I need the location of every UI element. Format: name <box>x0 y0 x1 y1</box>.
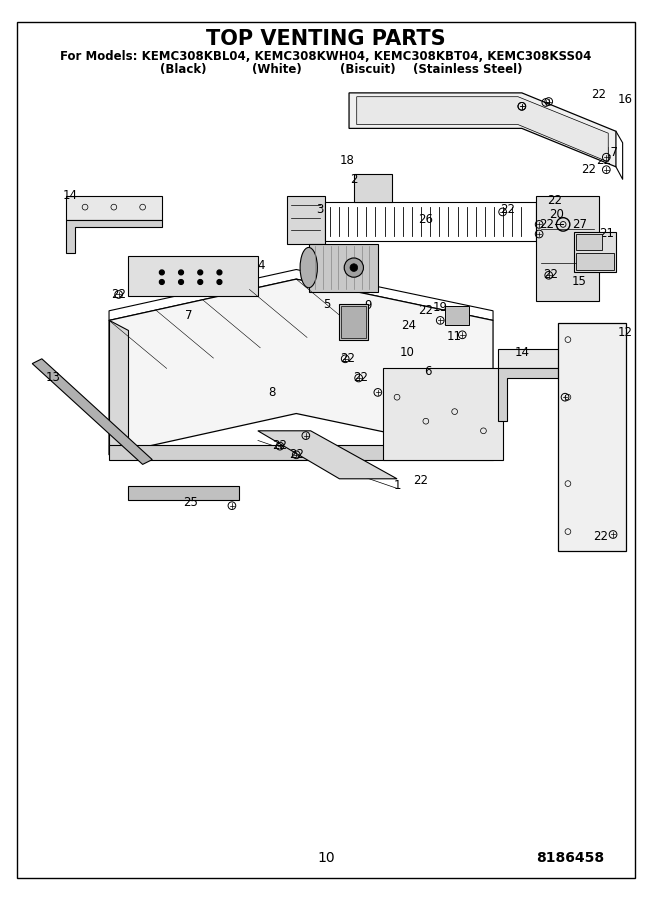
Text: 22: 22 <box>539 218 554 231</box>
Polygon shape <box>558 323 625 551</box>
Text: 22: 22 <box>593 530 608 543</box>
Text: 22: 22 <box>547 194 562 207</box>
Circle shape <box>198 280 203 284</box>
Text: 2: 2 <box>350 173 357 185</box>
Polygon shape <box>109 269 493 320</box>
Text: 11: 11 <box>447 330 462 343</box>
Polygon shape <box>357 96 608 162</box>
Polygon shape <box>109 279 493 454</box>
Text: 9: 9 <box>364 300 372 312</box>
Polygon shape <box>574 232 616 273</box>
Text: For Models: KEMC308KBL04, KEMC308KWH04, KEMC308KBT04, KEMC308KSS04: For Models: KEMC308KBL04, KEMC308KWH04, … <box>61 50 591 63</box>
Text: 8: 8 <box>269 386 276 399</box>
Text: 22: 22 <box>111 288 126 301</box>
Text: 16: 16 <box>618 93 633 106</box>
Text: 22: 22 <box>273 438 288 452</box>
Polygon shape <box>340 304 368 339</box>
Text: 14: 14 <box>63 189 78 202</box>
Text: 17: 17 <box>604 146 619 159</box>
Text: 25: 25 <box>183 496 198 509</box>
Text: 23: 23 <box>303 256 318 269</box>
Polygon shape <box>308 244 378 292</box>
Text: 6: 6 <box>424 364 432 378</box>
Text: (Stainless Steel): (Stainless Steel) <box>413 63 522 76</box>
Text: 3: 3 <box>317 203 324 217</box>
Polygon shape <box>325 202 536 240</box>
Polygon shape <box>498 368 560 421</box>
Circle shape <box>217 270 222 274</box>
Text: 22: 22 <box>582 163 597 176</box>
Text: 20: 20 <box>549 208 564 221</box>
Text: 7: 7 <box>185 309 192 322</box>
Polygon shape <box>383 368 503 460</box>
Circle shape <box>217 280 222 284</box>
Text: 22: 22 <box>289 448 304 462</box>
Text: 22: 22 <box>443 315 458 328</box>
Text: 8186458: 8186458 <box>536 851 604 865</box>
Text: 14: 14 <box>514 346 529 358</box>
Polygon shape <box>342 306 366 338</box>
Text: 12: 12 <box>618 327 633 339</box>
Text: 10: 10 <box>399 346 414 358</box>
Text: 26: 26 <box>419 213 434 226</box>
Text: (Black): (Black) <box>160 63 207 76</box>
Polygon shape <box>354 174 393 203</box>
Text: 22: 22 <box>543 268 558 281</box>
Polygon shape <box>349 93 616 166</box>
Text: 22: 22 <box>596 154 611 166</box>
Polygon shape <box>32 359 152 464</box>
Ellipse shape <box>300 248 318 288</box>
Circle shape <box>160 270 164 274</box>
Circle shape <box>350 264 358 272</box>
Text: 24: 24 <box>401 319 416 332</box>
Polygon shape <box>258 431 397 479</box>
Polygon shape <box>576 234 602 250</box>
Text: 27: 27 <box>572 218 587 231</box>
FancyBboxPatch shape <box>17 22 635 878</box>
Text: For Models:: For Models: <box>288 63 364 76</box>
Text: TOP VENTING PARTS: TOP VENTING PARTS <box>206 29 446 50</box>
Polygon shape <box>287 195 325 244</box>
Circle shape <box>179 270 183 274</box>
Polygon shape <box>445 306 469 325</box>
Text: 22: 22 <box>340 352 355 365</box>
Text: 1: 1 <box>393 479 401 492</box>
Polygon shape <box>66 195 162 220</box>
Circle shape <box>179 280 183 284</box>
Text: 18: 18 <box>340 154 355 166</box>
Circle shape <box>198 270 203 274</box>
Polygon shape <box>66 220 162 253</box>
Circle shape <box>160 280 164 284</box>
Circle shape <box>344 258 363 277</box>
Polygon shape <box>536 195 599 302</box>
Polygon shape <box>109 320 128 454</box>
Text: 22: 22 <box>591 88 606 102</box>
Text: 22: 22 <box>500 203 515 217</box>
Text: 10: 10 <box>317 851 335 865</box>
Polygon shape <box>128 487 239 500</box>
Text: 22: 22 <box>353 372 368 384</box>
Text: 13: 13 <box>46 372 61 384</box>
Polygon shape <box>109 446 493 460</box>
Text: (Biscuit): (Biscuit) <box>340 63 396 76</box>
Text: 19: 19 <box>433 302 448 314</box>
Polygon shape <box>576 253 614 271</box>
Text: 15: 15 <box>572 275 587 289</box>
Text: (White): (White) <box>252 63 302 76</box>
Polygon shape <box>498 349 560 368</box>
Text: 5: 5 <box>323 298 331 310</box>
Text: 22: 22 <box>419 304 434 318</box>
Polygon shape <box>128 256 258 296</box>
Text: 21: 21 <box>599 228 614 240</box>
Text: 22: 22 <box>413 474 428 487</box>
Text: 4: 4 <box>257 259 265 272</box>
